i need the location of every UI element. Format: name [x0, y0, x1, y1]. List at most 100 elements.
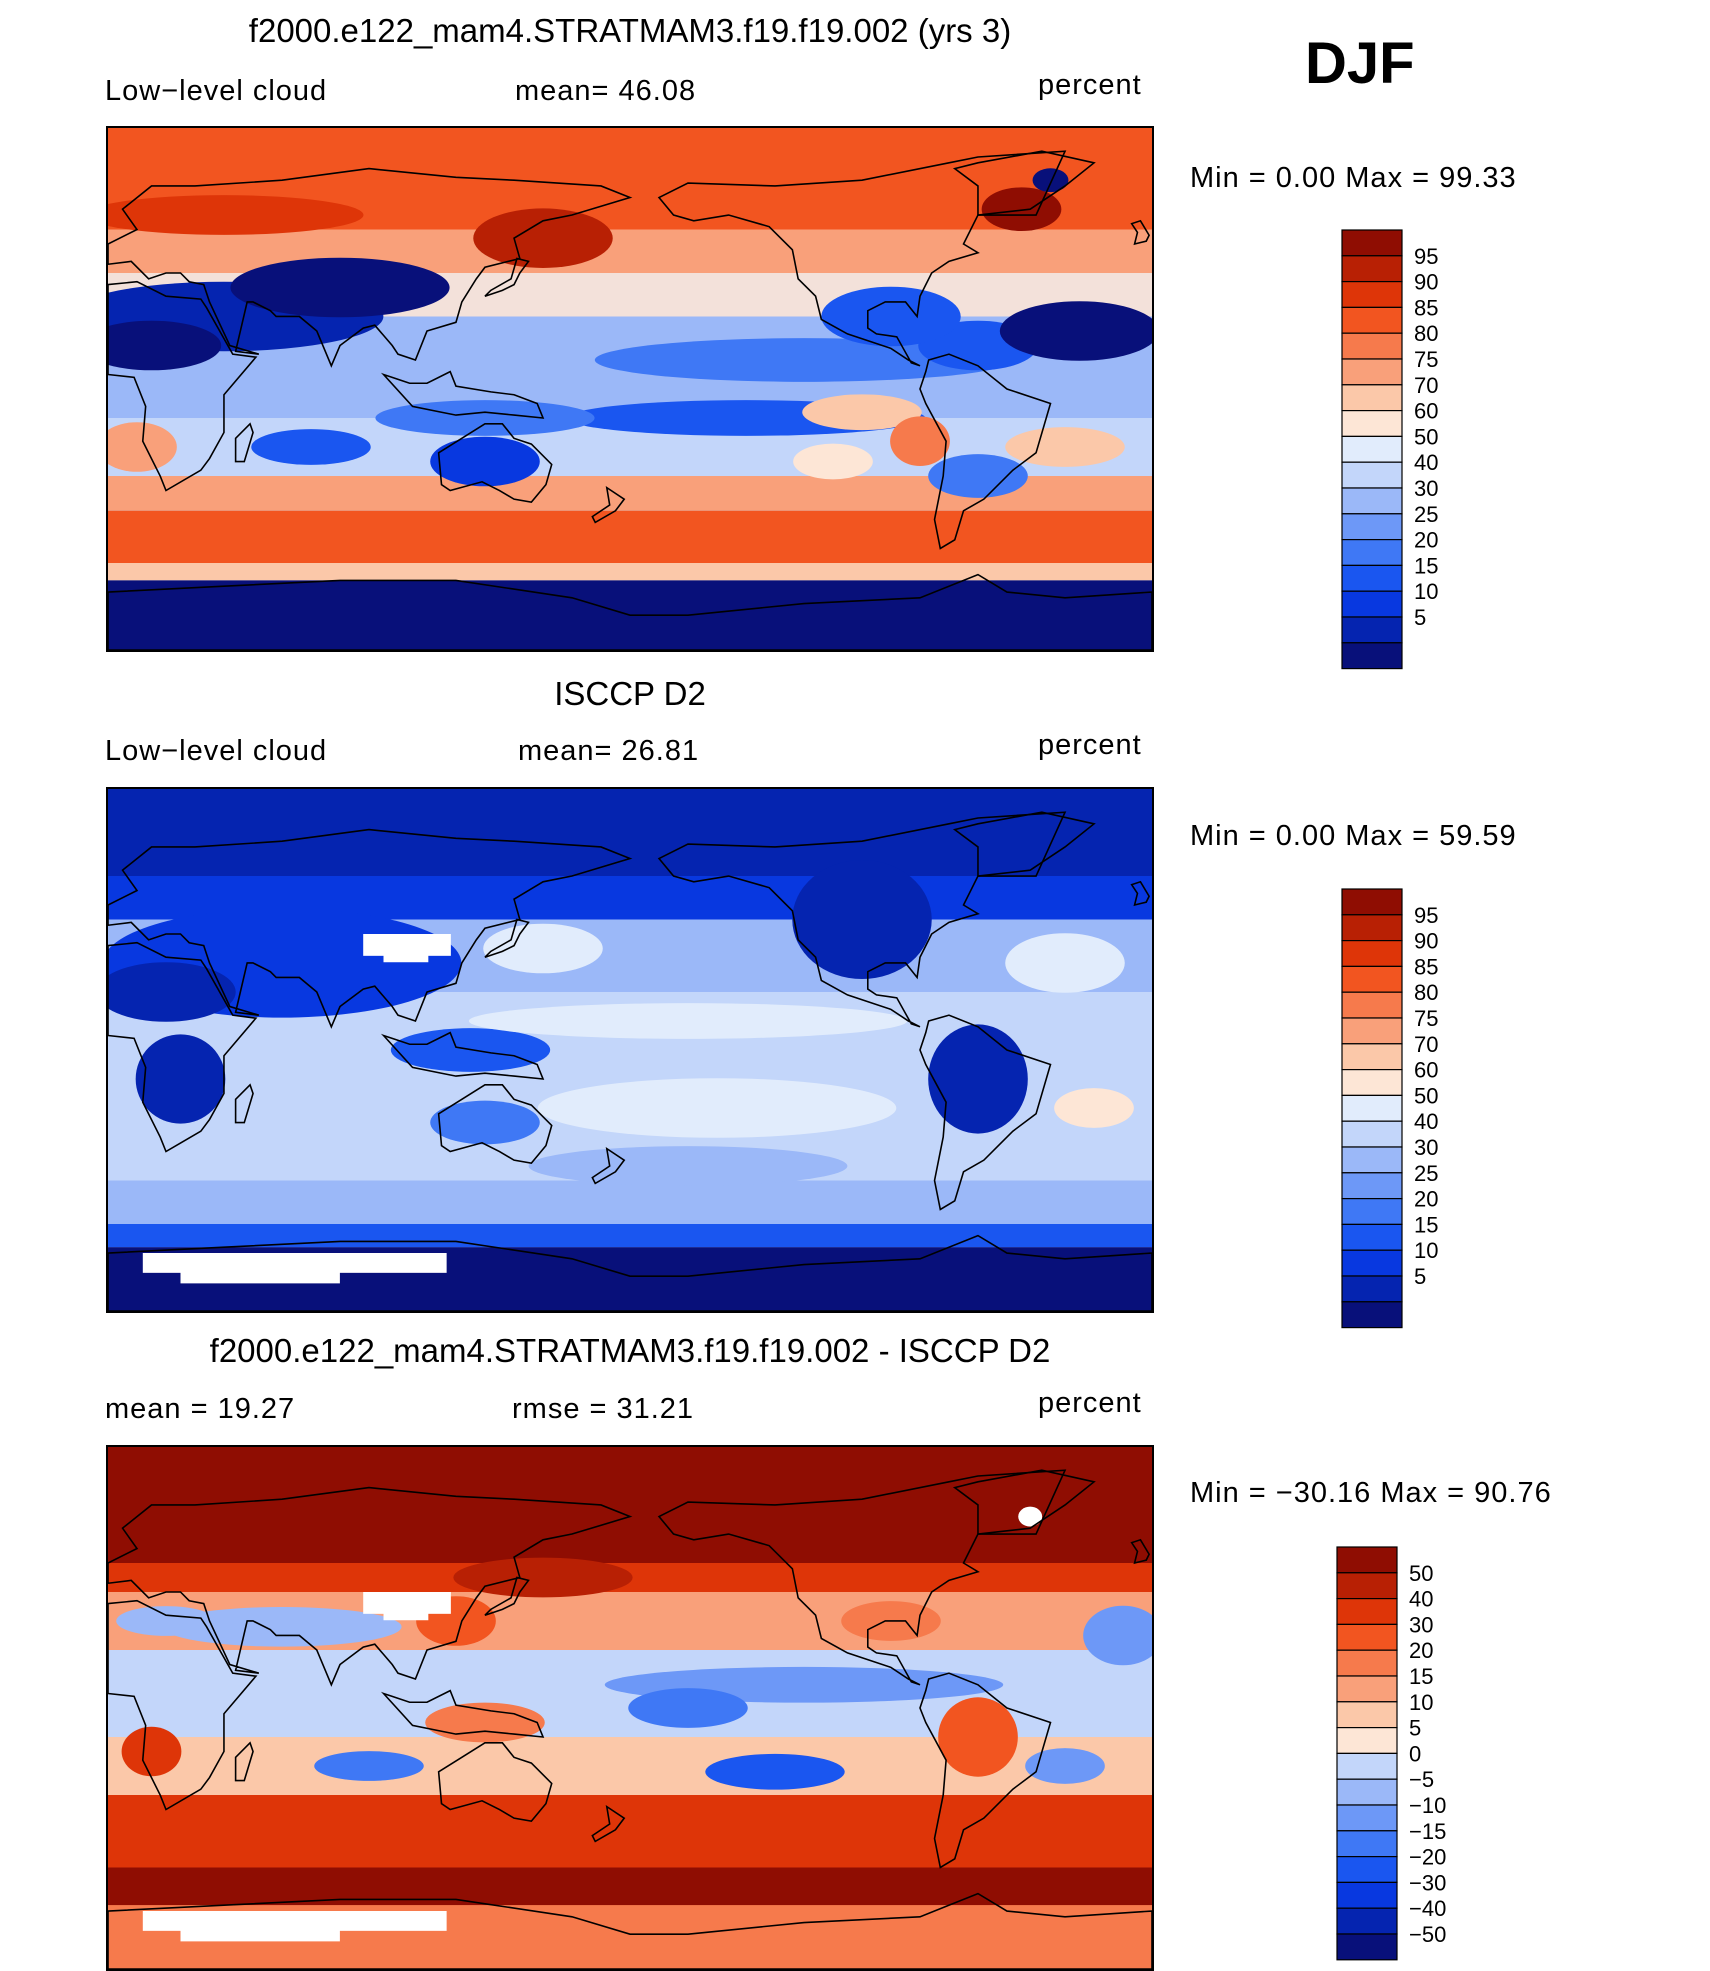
panel2-units: percent — [1038, 729, 1142, 761]
colorbar-tick-label: 80 — [1414, 980, 1438, 1005]
contour-field — [108, 128, 1152, 650]
colorbar-tick-label: 90 — [1414, 270, 1438, 295]
colorbar-box — [1341, 914, 1403, 942]
panel3-rmse: rmse = 31.21 — [512, 1393, 695, 1425]
season-label: DJF — [1305, 31, 1415, 96]
colorbar-box — [1336, 1933, 1398, 1961]
panel2-variable: Low−level cloud — [105, 735, 328, 767]
colorbar-tick-label: 15 — [1414, 553, 1438, 578]
panel1-mean: mean= 46.08 — [515, 75, 697, 107]
colorbar-box — [1341, 1120, 1403, 1148]
colorbar-tick-label: 15 — [1409, 1664, 1433, 1689]
colorbar-box — [1336, 1546, 1398, 1574]
colorbar-box — [1341, 461, 1403, 489]
colorbar-tick-label: −15 — [1409, 1819, 1446, 1844]
colorbar-box — [1336, 1881, 1398, 1909]
colorbar-tick-label: 80 — [1414, 321, 1438, 346]
colorbar-tick-label: 30 — [1414, 476, 1438, 501]
colorbar-tick-label: −10 — [1409, 1793, 1446, 1818]
panel3-colorbar: 50 40 30 20 15 10 5 0 −5 −10 −15 −20 −30 −40 −50 — [1335, 1545, 1475, 1962]
colorbar-box — [1336, 1830, 1398, 1858]
colorbar-tick-label: 60 — [1414, 1058, 1438, 1083]
colorbar-tick-label: 70 — [1414, 1032, 1438, 1057]
colorbar-box — [1341, 255, 1403, 283]
colorbar-tick-label: 5 — [1409, 1716, 1421, 1741]
colorbar-box — [1341, 1249, 1403, 1277]
colorbar-box — [1341, 1275, 1403, 1303]
colorbar-box — [1341, 1301, 1403, 1329]
colorbar-box — [1341, 590, 1403, 618]
panel3-map — [106, 1445, 1154, 1971]
panel3-minmax: Min = −30.16 Max = 90.76 — [1190, 1477, 1552, 1509]
colorbar-tick-label: 90 — [1414, 929, 1438, 954]
colorbar-box — [1341, 1017, 1403, 1045]
colorbar-tick-label: 85 — [1414, 954, 1438, 979]
colorbar-tick-label: 20 — [1414, 1187, 1438, 1212]
colorbar-tick-label: 30 — [1414, 1135, 1438, 1160]
panel2-title: ISCCP D2 — [554, 675, 706, 712]
colorbar-box — [1341, 280, 1403, 308]
colorbar-tick-label: 20 — [1409, 1638, 1433, 1663]
colorbar-tick-label: 50 — [1414, 1083, 1438, 1108]
colorbar-tick-label: 10 — [1414, 1238, 1438, 1263]
colorbar-box — [1341, 1043, 1403, 1071]
colorbar-tick-label: 25 — [1414, 502, 1438, 527]
colorbar-tick-label: 0 — [1409, 1741, 1421, 1766]
panel1-colorbar: 95 90 85 80 75 70 60 50 40 30 25 20 15 10 5 — [1340, 228, 1480, 671]
colorbar-tick-label: 10 — [1409, 1690, 1433, 1715]
colorbar-box — [1336, 1804, 1398, 1832]
colorbar-tick-label: 95 — [1414, 903, 1438, 928]
colorbar-box — [1341, 358, 1403, 386]
panel2-minmax: Min = 0.00 Max = 59.59 — [1190, 820, 1517, 852]
colorbar-box — [1341, 513, 1403, 541]
colorbar-box — [1341, 888, 1403, 916]
panel3-units: percent — [1038, 1387, 1142, 1419]
panel3-mean: mean = 19.27 — [105, 1393, 296, 1425]
panel2-colorbar: 95 90 85 80 75 70 60 50 40 30 25 20 15 10 5 — [1340, 887, 1480, 1330]
colorbar-box — [1341, 991, 1403, 1019]
colorbar-tick-label: 5 — [1414, 605, 1426, 630]
panel2-map — [106, 787, 1154, 1313]
colorbar-tick-label: 40 — [1414, 450, 1438, 475]
panel1-units: percent — [1038, 69, 1142, 101]
colorbar-tick-label: 5 — [1414, 1264, 1426, 1289]
panel3-title: f2000.e122_mam4.STRATMAM3.f19.f19.002 - … — [209, 1332, 1051, 1369]
panel2-mean: mean= 26.81 — [518, 735, 700, 767]
colorbar-box — [1341, 1198, 1403, 1226]
colorbar-tick-label: −20 — [1409, 1845, 1446, 1870]
colorbar-box — [1336, 1727, 1398, 1755]
colorbar-tick-label: −40 — [1409, 1896, 1446, 1921]
colorbar-box — [1341, 564, 1403, 592]
colorbar-box — [1341, 539, 1403, 567]
contour-field — [108, 789, 1152, 1311]
colorbar-box — [1336, 1649, 1398, 1677]
colorbar-box — [1336, 1675, 1398, 1703]
colorbar-tick-label: 40 — [1414, 1109, 1438, 1134]
colorbar-box — [1341, 410, 1403, 438]
colorbar-tick-label: 20 — [1414, 528, 1438, 553]
colorbar-box — [1336, 1597, 1398, 1625]
colorbar-box — [1341, 616, 1403, 644]
colorbar-tick-label: 40 — [1409, 1587, 1433, 1612]
colorbar-tick-label: 15 — [1414, 1212, 1438, 1237]
colorbar-tick-label: 25 — [1414, 1161, 1438, 1186]
colorbar-box — [1336, 1778, 1398, 1806]
colorbar-box — [1341, 306, 1403, 334]
colorbar-box — [1336, 1856, 1398, 1884]
contour-field — [108, 1447, 1152, 1969]
colorbar-box — [1341, 1223, 1403, 1251]
colorbar-box — [1341, 642, 1403, 670]
colorbar-tick-label: 95 — [1414, 244, 1438, 269]
colorbar-box — [1341, 435, 1403, 463]
colorbar-tick-label: 75 — [1414, 347, 1438, 372]
colorbar-tick-label: 10 — [1414, 579, 1438, 604]
colorbar-box — [1336, 1623, 1398, 1651]
colorbar-tick-label: −50 — [1409, 1922, 1446, 1947]
colorbar-box — [1341, 332, 1403, 360]
colorbar-box — [1341, 384, 1403, 412]
colorbar-tick-label: 75 — [1414, 1006, 1438, 1031]
colorbar-box — [1336, 1752, 1398, 1780]
panel1-variable: Low−level cloud — [105, 75, 328, 107]
panel1-map — [106, 126, 1154, 652]
colorbar-tick-label: −30 — [1409, 1870, 1446, 1895]
